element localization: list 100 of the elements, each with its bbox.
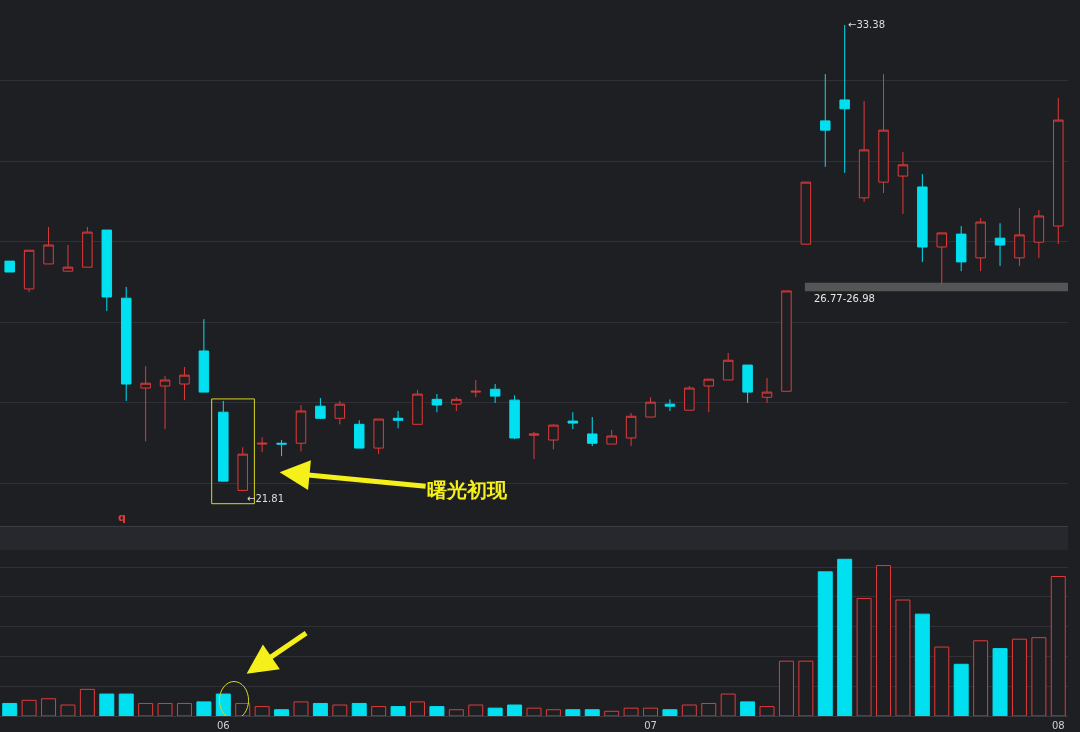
candlestick (334, 400, 346, 425)
bar (681, 704, 697, 716)
x-tick-label: 07 (644, 720, 657, 731)
candlestick (451, 396, 462, 412)
candlestick (625, 412, 637, 447)
candlestick (975, 217, 986, 272)
bar (274, 709, 290, 716)
bar (623, 707, 639, 716)
bar (526, 707, 542, 716)
bar (196, 701, 212, 716)
bar (60, 704, 76, 716)
x-tick-label: 06 (216, 720, 230, 731)
candlestick (994, 222, 1006, 267)
candlestick (412, 389, 423, 425)
bar (604, 710, 620, 716)
bar (21, 699, 37, 716)
candlestick (936, 232, 948, 285)
bar (778, 660, 794, 716)
candlestick (567, 411, 579, 430)
candlestick (276, 439, 287, 457)
bar (876, 565, 892, 716)
bar (235, 702, 251, 716)
bar (584, 709, 600, 716)
candlestick (489, 383, 501, 404)
candlestick (431, 393, 443, 413)
bar (507, 704, 523, 716)
bar (817, 571, 833, 716)
bar (895, 599, 911, 716)
bar (79, 688, 95, 716)
candlestick (295, 404, 307, 452)
annotation: q (118, 511, 126, 524)
candlestick (664, 398, 676, 412)
candlestick (392, 410, 404, 429)
bar (215, 693, 231, 716)
candlestick (800, 181, 812, 245)
candlestick (917, 173, 928, 263)
candlestick (684, 385, 695, 411)
candlestick (120, 286, 132, 402)
candlestick (509, 394, 520, 440)
bar (643, 707, 658, 716)
bar (798, 660, 814, 716)
bar (468, 704, 484, 716)
candlestick (179, 366, 190, 401)
candlestick (528, 431, 540, 460)
candlestick (23, 249, 35, 293)
bar (293, 701, 309, 716)
candlestick (703, 378, 715, 413)
candlestick (159, 375, 171, 430)
candlestick (858, 100, 870, 203)
candlestick (761, 377, 773, 404)
candlestick (1014, 207, 1025, 267)
x-tick-label: 08 (1051, 720, 1065, 731)
bar (99, 693, 115, 716)
candlestick (82, 226, 93, 268)
bar (720, 693, 736, 716)
bar (176, 702, 192, 716)
candlestick (315, 397, 326, 420)
bar (487, 707, 503, 716)
bar (312, 702, 328, 716)
bar (410, 701, 425, 716)
bar (2, 702, 18, 716)
candlestick (237, 446, 248, 492)
bar (118, 693, 134, 716)
bar (429, 706, 445, 716)
bar (448, 709, 464, 716)
bar (662, 709, 678, 716)
candlestick (1033, 209, 1045, 259)
candlestick (587, 416, 598, 447)
bar (953, 663, 969, 716)
bar (41, 698, 57, 716)
band-label: 26.77-26.98 (814, 293, 875, 304)
bar (332, 704, 348, 716)
bar (837, 558, 853, 716)
candlestick (353, 419, 365, 449)
candlestick (955, 225, 967, 272)
candlestick (839, 24, 850, 174)
candlestick (742, 364, 753, 404)
candlestick (43, 226, 54, 265)
bar (759, 706, 775, 716)
bar (157, 702, 173, 716)
bar (371, 706, 387, 716)
candlestick (256, 436, 268, 453)
candlestick (140, 365, 151, 442)
bar (856, 597, 872, 716)
candlestick (606, 429, 617, 445)
bar (351, 702, 367, 716)
bar (254, 706, 270, 716)
candlestick (470, 379, 481, 398)
bar (934, 646, 950, 716)
candlestick (198, 318, 210, 393)
bar (1031, 637, 1047, 716)
bar (1011, 638, 1027, 716)
candlestick (1053, 97, 1064, 245)
bar (565, 709, 581, 716)
annotation: 曙光初现 (427, 478, 508, 502)
candlestick (218, 400, 229, 482)
candlestick (878, 73, 889, 194)
candlestick (548, 423, 559, 450)
bar (914, 613, 930, 716)
bar (545, 709, 561, 716)
